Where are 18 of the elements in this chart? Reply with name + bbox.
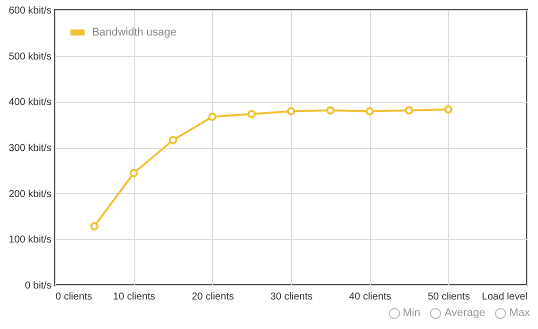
x-tick-label: 10 clients (113, 292, 156, 302)
x-tick-label: 30 clients (270, 292, 313, 302)
y-tick-label: 0 bit/s (24, 280, 52, 292)
x-tick-label: 20 clients (192, 292, 234, 302)
x-tick-label: 0 clients (56, 292, 92, 302)
y-tick-label: 300 kbit/s (8, 143, 52, 154)
x-tick-label: 40 clients (349, 292, 392, 302)
x-tick-label: 50 clients (428, 292, 470, 302)
y-tick-label: 600 kbit/s (8, 6, 52, 16)
y-tick-label: 100 kbit/s (8, 234, 52, 246)
text: Max (509, 307, 530, 319)
legend-label: Bandwidth usage (92, 26, 176, 38)
text: Average (444, 307, 486, 319)
y-tick-label: 200 kbit/s (8, 188, 52, 200)
text: Min (402, 307, 420, 319)
y-tick-label: 500 kbit/s (8, 51, 52, 62)
y-tick-label: 400 kbit/s (8, 97, 52, 108)
x-tick-label: Load level (482, 292, 528, 302)
